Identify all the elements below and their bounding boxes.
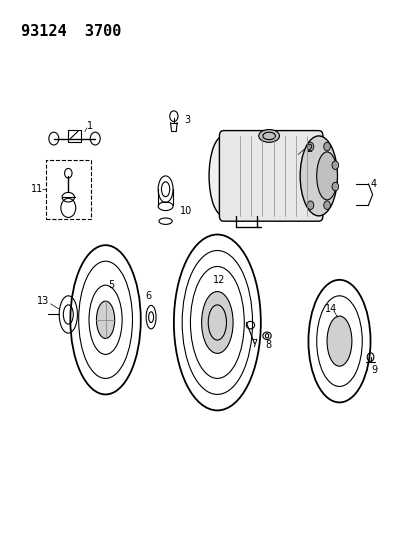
Circle shape [306, 201, 313, 209]
Circle shape [306, 142, 313, 151]
Text: 93124  3700: 93124 3700 [21, 24, 121, 39]
Text: 11: 11 [31, 184, 43, 194]
Text: 3: 3 [184, 115, 190, 125]
Text: 6: 6 [145, 291, 151, 301]
Ellipse shape [209, 136, 237, 216]
Circle shape [323, 201, 330, 209]
Text: 9: 9 [371, 366, 377, 375]
Text: 7: 7 [251, 339, 257, 349]
Text: 14: 14 [324, 304, 337, 314]
FancyBboxPatch shape [219, 131, 322, 221]
Text: 2: 2 [306, 144, 312, 154]
Text: 12: 12 [213, 275, 225, 285]
Ellipse shape [201, 292, 233, 353]
Text: 8: 8 [265, 341, 271, 350]
Text: 10: 10 [180, 206, 192, 215]
Text: 13: 13 [37, 296, 50, 306]
Text: 4: 4 [370, 179, 376, 189]
Circle shape [323, 142, 330, 151]
Ellipse shape [299, 136, 337, 216]
Ellipse shape [316, 152, 337, 200]
Ellipse shape [258, 130, 279, 142]
Text: 5: 5 [108, 280, 115, 290]
Ellipse shape [326, 316, 351, 366]
Ellipse shape [96, 301, 114, 338]
Circle shape [331, 161, 338, 169]
Bar [45, 160, 91, 219]
Circle shape [331, 182, 338, 191]
Text: 1: 1 [87, 120, 93, 131]
